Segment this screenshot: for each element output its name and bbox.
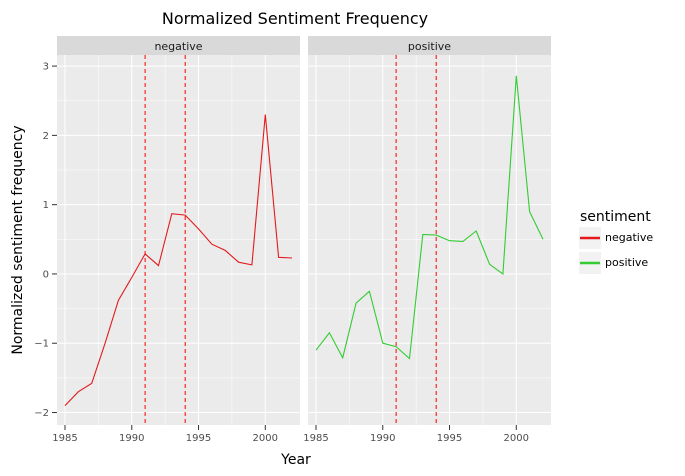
y-tick-label: −1 — [34, 339, 49, 350]
x-tick-label: 2000 — [253, 433, 278, 444]
facet-panel-positive: positive 1985 1990 1995 2000 — [303, 36, 551, 444]
x-tick-label: 1985 — [52, 433, 77, 444]
legend-entry-positive: positive — [579, 252, 648, 274]
legend-label: negative — [605, 231, 653, 244]
y-tick-label: 0 — [43, 269, 49, 280]
x-tick-label: 1985 — [303, 433, 328, 444]
chart-title: Normalized Sentiment Frequency — [162, 9, 428, 28]
legend: sentiment negative positive — [579, 209, 653, 274]
panel-background — [308, 55, 551, 425]
legend-title: sentiment — [580, 209, 651, 225]
x-tick-label: 1995 — [186, 433, 211, 444]
x-tick-label: 2000 — [504, 433, 529, 444]
facet-strip-label: negative — [154, 40, 202, 53]
y-tick-label: 1 — [43, 200, 49, 211]
x-tick-label: 1990 — [370, 433, 395, 444]
legend-entry-negative: negative — [579, 227, 653, 249]
y-tick-label: 3 — [43, 62, 49, 73]
x-tick-label: 1995 — [437, 433, 462, 444]
x-tick-label: 1990 — [119, 433, 144, 444]
legend-label: positive — [605, 256, 648, 269]
facet-panel-negative: negative 1985 1990 1995 2000 — [52, 36, 300, 444]
y-tick-label: 2 — [43, 131, 49, 142]
facet-strip-label: positive — [408, 40, 451, 53]
y-tick-label: −2 — [34, 408, 49, 419]
x-axis-title: Year — [280, 452, 311, 468]
panel-background — [57, 55, 300, 425]
y-axis-title: Normalized sentiment frequency — [10, 125, 26, 354]
